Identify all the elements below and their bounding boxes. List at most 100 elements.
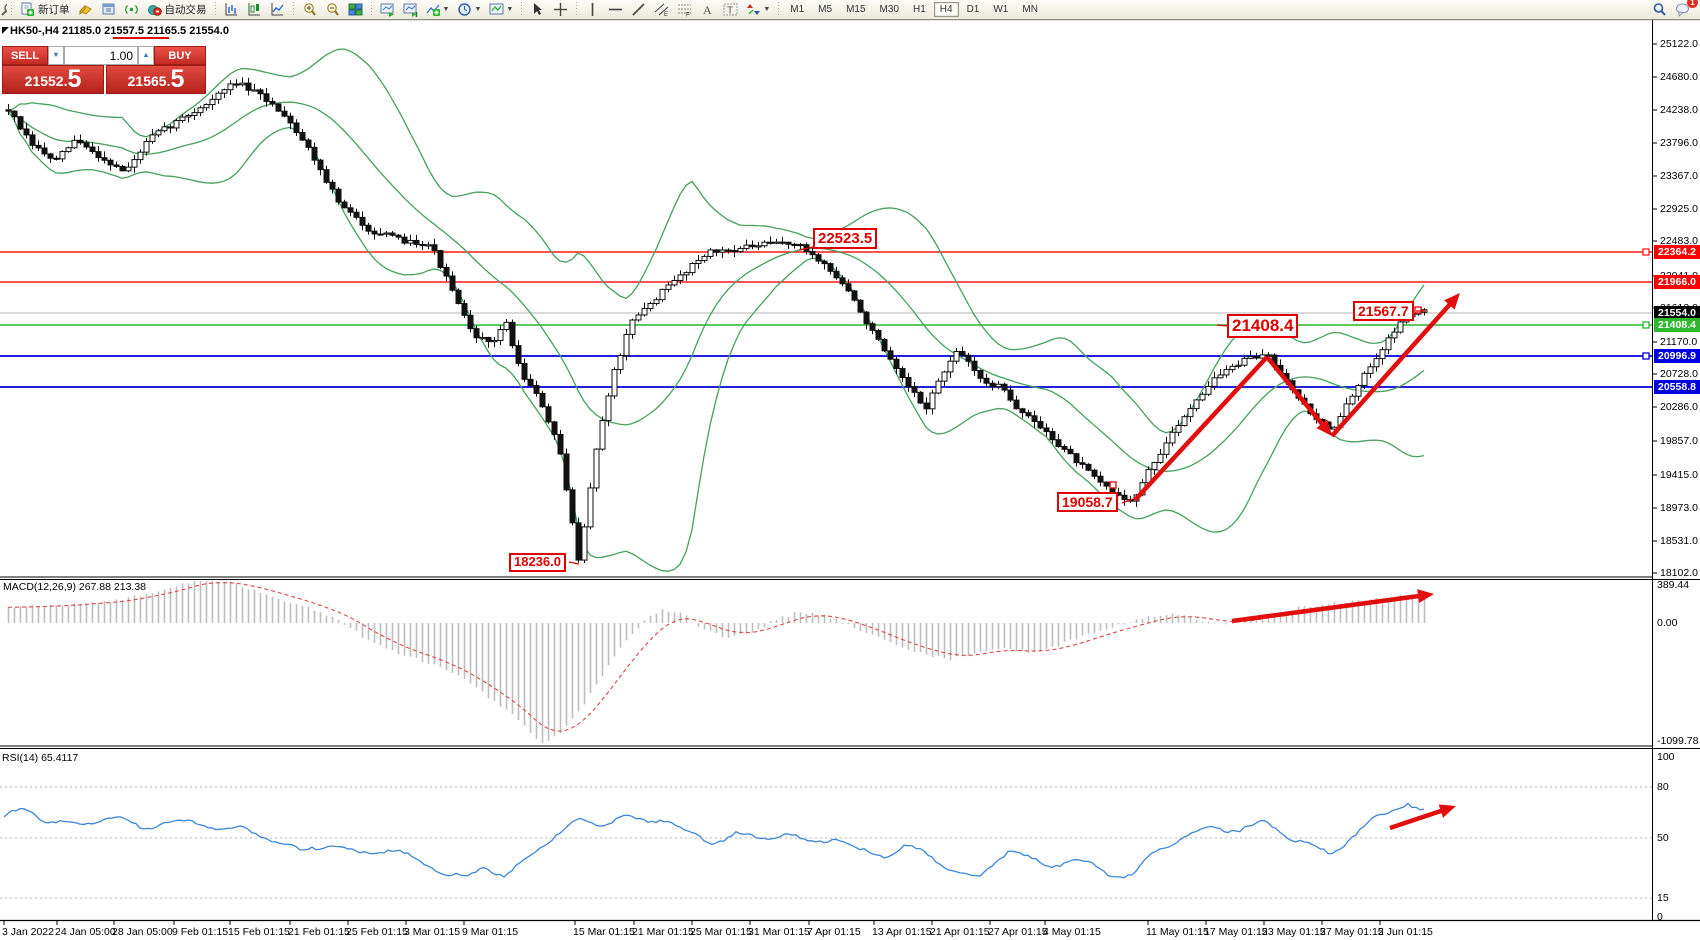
time-axis-label: 3 Mar 01:15 [404, 926, 461, 938]
zoom-out-button[interactable] [322, 1, 343, 18]
buy-button[interactable]: BUY [154, 46, 206, 65]
cursor-tool-button[interactable] [527, 1, 548, 18]
candle-body [653, 299, 660, 305]
auto-trading-label: 自动交易 [164, 4, 207, 16]
volume-increase-button[interactable]: ▲ [138, 46, 154, 65]
candle-body [479, 336, 486, 340]
candle-body [317, 159, 324, 171]
channel-tool-button[interactable]: E [651, 1, 672, 18]
timeframe-m15[interactable]: M15 [846, 4, 866, 15]
candle-body [443, 266, 450, 277]
tile-windows-button[interactable] [345, 1, 366, 18]
price-annotation-21408.4: 21408.4 [1227, 314, 1299, 338]
vline-tool-button[interactable] [582, 1, 603, 18]
svg-text:F: F [686, 13, 690, 18]
candle-body [425, 244, 432, 247]
candle-body [383, 232, 390, 235]
time-axis-label: 9 Feb 01:15 [172, 926, 229, 938]
price-tag-21554.0: 21554.0 [1654, 306, 1700, 320]
trendline-tool-button[interactable] [628, 1, 649, 18]
tester-chart-button[interactable] [377, 1, 398, 18]
arrows-tool-button[interactable]: ▼ [743, 1, 773, 18]
main-toolbar: 新订单 自动交易 [0, 0, 1700, 20]
timeframe-m1[interactable]: M1 [790, 4, 805, 15]
candle-body [323, 169, 330, 183]
candle-body [917, 391, 924, 404]
zoom-in-button[interactable] [299, 1, 320, 18]
text-label-icon: T [723, 2, 738, 17]
time-axis-label: 31 Mar 01:15 [748, 926, 810, 938]
candle-body [47, 153, 54, 159]
timeframe-m5[interactable]: M5 [818, 4, 833, 15]
search-button[interactable] [1649, 1, 1670, 18]
candle-body [761, 241, 768, 247]
magnifier-clipped-icon[interactable] [0, 2, 7, 17]
time-axis-label: 28 Jan 05:00 [112, 926, 173, 938]
toolbar-separator [368, 2, 374, 17]
candle-body [743, 244, 750, 249]
candle-body [677, 274, 684, 281]
candle-body [305, 139, 312, 148]
timeframe-m30[interactable]: M30 [879, 4, 899, 15]
data-window-button[interactable] [75, 1, 96, 18]
sell-price[interactable]: 21552. 5 [2, 65, 104, 94]
indicators-button[interactable]: ▼ [423, 1, 453, 18]
signals-button[interactable] [121, 1, 142, 18]
notifications-button[interactable]: 1 [1672, 0, 1698, 18]
new-order-button[interactable]: 新订单 [17, 1, 73, 18]
label-tool-button[interactable]: T [720, 1, 741, 18]
price-annotation-18236.0: 18236.0 [509, 553, 566, 572]
market-watch-button[interactable] [98, 1, 119, 18]
templates-button[interactable]: ▼ [486, 1, 516, 18]
candle-body [299, 132, 306, 141]
crosshair-tool-button[interactable] [550, 1, 571, 18]
candle-body [851, 290, 858, 301]
timeframe-h1[interactable]: H1 [912, 4, 926, 15]
fibonacci-tool-button[interactable]: F [674, 1, 695, 19]
candle-body [395, 234, 402, 238]
candle-body [983, 377, 990, 384]
line-chart-type-button[interactable] [267, 1, 288, 18]
sell-price-frac: 5 [67, 65, 82, 93]
macd-scale-label: 389.44 [1657, 579, 1690, 591]
sell-button[interactable]: SELL [2, 46, 48, 65]
time-axis-label: 21 Mar 01:15 [632, 926, 694, 938]
volume-decrease-button[interactable]: ▼ [48, 46, 64, 65]
buy-price[interactable]: 21565. 5 [106, 65, 206, 94]
macd-label: MACD(12,26,9) 267.88 213.38 [3, 581, 147, 593]
timeframe-toolbar: M1 M5 M15 M30 H1 H4 D1 W1 MN [783, 2, 1045, 17]
line-end-marker [1109, 481, 1117, 489]
timeframe-mn[interactable]: MN [1022, 4, 1038, 15]
candle-body [407, 239, 414, 244]
candle-body [1007, 389, 1014, 401]
price-tag-20996.9: 20996.9 [1654, 349, 1700, 363]
rsi-scale-label: 100 [1657, 751, 1675, 763]
timeframe-w1[interactable]: W1 [993, 4, 1009, 15]
timeframe-d1[interactable]: D1 [966, 4, 980, 15]
candle-body [5, 109, 12, 112]
annotation-connector [798, 246, 814, 251]
candle-body [665, 284, 672, 290]
volume-input[interactable]: 1.00 [64, 46, 138, 65]
hline-tool-button[interactable] [605, 1, 626, 18]
candle-body [1013, 399, 1020, 410]
dropdown-caret-icon: ▼ [763, 6, 771, 13]
periods-button[interactable]: ▼ [454, 1, 484, 18]
candlestick-chart-type-button[interactable] [244, 1, 265, 18]
time-axis-label: 21 Feb 01:15 [288, 926, 350, 938]
candlestick-chart-icon [247, 2, 262, 17]
timeframe-h4[interactable]: H4 [933, 2, 959, 17]
candle-body [173, 120, 180, 129]
text-tool-button[interactable]: A [697, 1, 718, 18]
tester-chart-step-button[interactable] [400, 1, 421, 18]
candle-body [515, 345, 522, 364]
candle-body [17, 116, 24, 130]
time-axis-label: 3 Jan 2022 [2, 926, 54, 938]
candle-body [791, 243, 798, 246]
bar-chart-type-button[interactable] [221, 1, 242, 18]
candle-body [551, 421, 558, 435]
candle-body [563, 453, 570, 491]
auto-trading-button[interactable]: 自动交易 [144, 1, 210, 18]
candle-body [809, 251, 816, 256]
